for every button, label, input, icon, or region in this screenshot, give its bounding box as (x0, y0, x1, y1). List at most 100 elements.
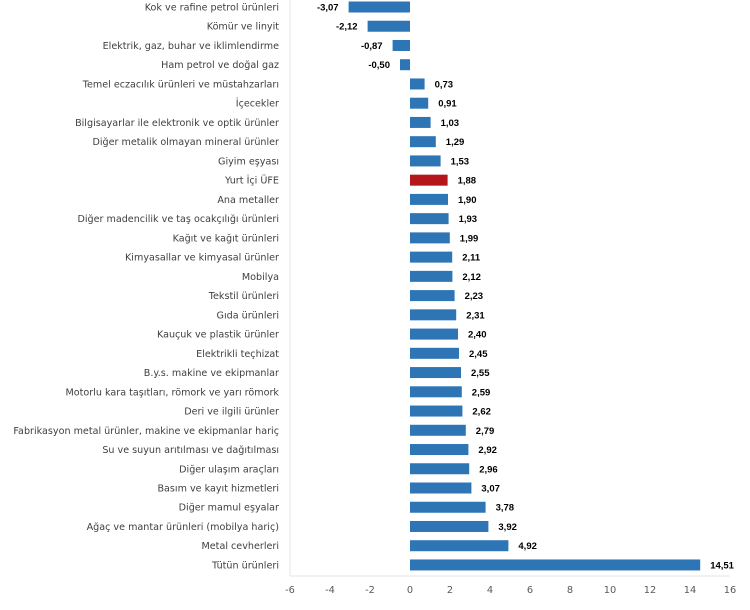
category-label: Yurt İçi ÜFE (224, 174, 279, 187)
bar (410, 520, 489, 532)
data-label: 2,55 (471, 368, 490, 379)
x-tick-label: 0 (407, 585, 413, 596)
data-label: 2,96 (479, 464, 498, 475)
x-tick-label: 2 (447, 585, 453, 596)
category-label: Elektrik, gaz, buhar ve iklimlendirme (103, 41, 279, 52)
category-label: Ağaç ve mantar ürünleri (mobilya hariç) (87, 521, 279, 533)
bar (367, 20, 410, 32)
data-label: -0,87 (361, 41, 383, 52)
x-tick-label: 16 (724, 585, 736, 596)
bar (410, 482, 472, 494)
x-tick-label: 12 (644, 585, 656, 596)
bar (410, 405, 463, 417)
x-tick-label: -6 (285, 585, 295, 596)
category-label: Gıda ürünleri (217, 310, 279, 321)
data-label: 2,40 (468, 330, 487, 341)
data-label: 3,78 (496, 503, 514, 514)
x-tick-label: 8 (567, 585, 573, 596)
data-label: 1,53 (451, 156, 470, 167)
category-labels: Kok ve rafine petrol ürünleri Kömür ve li… (13, 3, 279, 572)
bar (410, 424, 466, 436)
bar (392, 39, 410, 51)
data-label: -3,07 (317, 3, 339, 14)
category-label: Ham petrol ve doğal gaz (161, 59, 279, 71)
data-label: 2,92 (478, 445, 497, 456)
bar (410, 232, 450, 244)
x-tick-label: 10 (604, 585, 616, 596)
category-label: Elektrikli teçhizat (196, 349, 279, 360)
plot-area-frame (289, 0, 730, 577)
x-tick-label: -4 (325, 585, 335, 596)
category-label: Kimyasallar ve kimyasal ürünler (125, 253, 279, 264)
data-label: 3,92 (498, 522, 517, 533)
data-label: 3,07 (481, 484, 500, 495)
data-label: 1,29 (446, 137, 465, 148)
category-label: Diğer ulaşım araçları (179, 463, 279, 475)
data-label: 2,79 (476, 426, 495, 437)
category-label: Fabrikasyon metal ürünler, makine ve eki… (13, 426, 279, 437)
bar (348, 1, 410, 13)
category-label: Giyim eşyası (218, 156, 279, 167)
bar (410, 347, 459, 359)
bar (410, 78, 425, 90)
value-labels: -3,07 -2,12-0,87 -0,50 0,73 0,91 1,03 1,29 1,53… (317, 3, 735, 572)
category-label: Tekstil ürünleri (208, 291, 279, 302)
data-label: 2,23 (465, 291, 484, 302)
bar (410, 193, 448, 205)
category-label: İçecekler (236, 97, 279, 110)
category-label: Deri ve ilgili ürünler (184, 407, 279, 418)
data-label: 1,93 (459, 214, 478, 225)
bar (410, 290, 455, 302)
bar (410, 309, 457, 321)
data-label: 1,90 (458, 195, 477, 206)
bar (410, 501, 486, 513)
category-label: Mobilya (242, 272, 279, 283)
category-label: Tütün ürünleri (211, 560, 279, 571)
category-label: Basım ve kayıt hizmetleri (157, 484, 279, 495)
bar (410, 97, 429, 109)
bar-highlight (410, 174, 448, 186)
data-label: 2,12 (462, 272, 481, 283)
category-label: Motorlu kara taşıtları, römork ve yarı r… (65, 387, 279, 398)
category-label: Bilgisayarlar ile elektronik ve optik ür… (75, 118, 279, 129)
category-label: Temel eczacılık ürünleri ve müstahzarlar… (82, 79, 279, 90)
category-label: Diğer metalik olmayan mineral ürünler (92, 136, 279, 148)
bar (410, 116, 431, 128)
category-label: Kağıt ve kağıt ürünleri (173, 232, 279, 244)
data-label: 0,73 (435, 79, 454, 90)
data-label: -2,12 (336, 22, 358, 33)
data-label: 4,92 (518, 541, 537, 552)
data-label: 2,59 (472, 387, 491, 398)
category-label: Ana metaller (217, 195, 279, 206)
category-label: Su ve suyun arıtılması ve dağıtılması (102, 444, 279, 456)
bar (410, 270, 453, 282)
data-label: 1,99 (460, 233, 479, 244)
bar (410, 367, 461, 379)
data-label: 0,91 (438, 99, 457, 110)
category-label: Kok ve rafine petrol ürünleri (145, 3, 279, 14)
bar (400, 59, 410, 71)
x-tick-label: 6 (527, 585, 533, 596)
bar (410, 540, 509, 552)
bar (410, 155, 441, 167)
bar (410, 444, 469, 456)
bars (348, 1, 701, 571)
x-axis-tick-labels: -6 -4 -2 0 2 4 6 8 10 12 14 16 (285, 585, 736, 596)
x-tick-label: -2 (365, 585, 375, 596)
data-label: 2,62 (472, 407, 491, 418)
bar (410, 386, 462, 398)
data-label: 2,11 (462, 253, 481, 264)
category-label: Metal cevherleri (202, 541, 280, 552)
category-label: Diğer madencilik ve taş ocakçılığı ürünl… (77, 213, 279, 225)
category-label: Kömür ve linyit (207, 22, 279, 33)
data-label: 2,31 (466, 310, 485, 321)
bar (410, 251, 453, 263)
data-label: -0,50 (368, 60, 390, 71)
bar (410, 559, 701, 571)
data-label: 2,45 (469, 349, 488, 360)
bar (410, 463, 470, 475)
data-label: 1,88 (458, 176, 477, 187)
category-label: Diğer mamul eşyalar (179, 502, 279, 514)
data-label: 1,03 (441, 118, 460, 129)
